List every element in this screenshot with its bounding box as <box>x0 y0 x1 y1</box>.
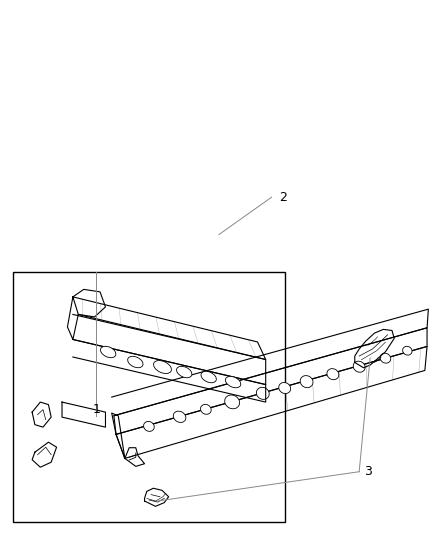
Text: 3: 3 <box>364 465 372 478</box>
Ellipse shape <box>403 346 412 355</box>
Ellipse shape <box>173 411 186 423</box>
Ellipse shape <box>327 369 339 379</box>
Text: 2: 2 <box>279 191 287 204</box>
Ellipse shape <box>300 376 313 387</box>
Ellipse shape <box>380 353 391 363</box>
Ellipse shape <box>226 376 241 387</box>
Ellipse shape <box>225 395 240 409</box>
Ellipse shape <box>279 383 291 393</box>
Ellipse shape <box>353 361 365 372</box>
Ellipse shape <box>201 405 211 414</box>
Text: 1: 1 <box>92 403 100 416</box>
Ellipse shape <box>177 366 192 378</box>
Ellipse shape <box>154 360 171 374</box>
Ellipse shape <box>100 346 116 358</box>
Ellipse shape <box>256 387 269 399</box>
Ellipse shape <box>144 422 154 431</box>
Bar <box>13 272 285 522</box>
Ellipse shape <box>201 372 216 383</box>
Ellipse shape <box>127 357 143 368</box>
